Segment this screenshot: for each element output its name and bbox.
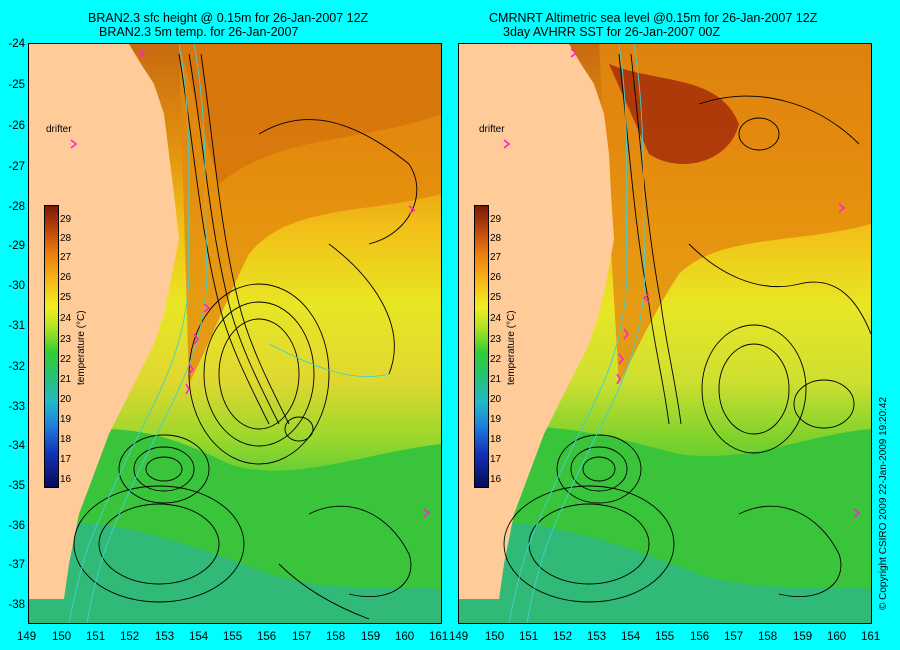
lon-tick: 153: [155, 631, 175, 643]
lon-tick: 156: [257, 631, 277, 643]
cbar-tick: 17: [60, 454, 72, 465]
lon-tick: 154: [189, 631, 209, 643]
right-isobaths: [508, 44, 646, 623]
lon-tick: 155: [223, 631, 243, 643]
lat-tick: -34: [8, 440, 25, 452]
right-title-line2: 3day AVHRR SST for 26-Jan-2007 00Z: [503, 25, 721, 39]
cbar-tick: 24: [60, 313, 72, 324]
lon-tick: 157: [724, 631, 744, 643]
lon-tick: 158: [326, 631, 346, 643]
lon-tick: 161: [429, 631, 449, 643]
lon-tick: 159: [793, 631, 813, 643]
cbar-tick: 17: [490, 454, 502, 465]
left-map-panel: drifter: [28, 43, 442, 624]
cbar-tick: 16: [60, 474, 72, 485]
lon-tick: 154: [621, 631, 641, 643]
right-colorbar-unit: temperature (°C): [506, 310, 517, 385]
lat-tick: -30: [8, 280, 25, 292]
cbar-tick: 29: [490, 214, 502, 225]
lat-tick: -25: [8, 79, 25, 91]
cbar-tick: 28: [490, 233, 502, 244]
right-sst-map: [459, 44, 871, 623]
cbar-tick: 27: [490, 252, 502, 263]
cbar-tick: 28: [60, 233, 72, 244]
cbar-tick: 21: [60, 374, 72, 385]
lon-tick: 149: [17, 631, 37, 643]
lat-tick: -37: [8, 559, 25, 571]
lat-tick: -38: [8, 599, 25, 611]
cbar-tick: 26: [60, 272, 72, 283]
lat-tick: -36: [8, 520, 25, 532]
left-colorbar: [44, 205, 59, 488]
lon-tick: 158: [758, 631, 778, 643]
lon-tick: 161: [861, 631, 881, 643]
cbar-tick: 18: [490, 434, 502, 445]
cbar-tick: 21: [490, 374, 502, 385]
right-title-line1: CMRNRT Altimetric sea level @0.15m for 2…: [489, 11, 818, 25]
cbar-tick: 20: [60, 394, 72, 405]
left-drifter-markers: [70, 48, 431, 518]
lat-tick: -35: [8, 480, 25, 492]
left-colorbar-unit: temperature (°C): [76, 310, 87, 385]
right-land: [459, 44, 614, 599]
left-title-line2: BRAN2.3 5m temp. for 26-Jan-2007: [99, 25, 299, 39]
lon-tick: 156: [690, 631, 710, 643]
lat-tick: -33: [8, 401, 25, 413]
cbar-tick: 22: [60, 354, 72, 365]
left-drifter-label: drifter: [46, 124, 72, 135]
left-isobaths: [68, 44, 390, 623]
right-drifter-markers: [503, 48, 861, 518]
lon-tick: 159: [361, 631, 381, 643]
lat-tick: -26: [8, 120, 25, 132]
cbar-tick: 20: [490, 394, 502, 405]
cbar-tick: 18: [60, 434, 72, 445]
cbar-tick: 25: [490, 292, 502, 303]
cbar-tick: 26: [490, 272, 502, 283]
cbar-tick: 16: [490, 474, 502, 485]
cbar-tick: 23: [490, 334, 502, 345]
lon-tick: 152: [120, 631, 140, 643]
lon-tick: 160: [827, 631, 847, 643]
lon-tick: 150: [52, 631, 72, 643]
lat-tick: -29: [8, 240, 25, 252]
cbar-tick: 19: [60, 414, 72, 425]
lat-tick: -24: [8, 38, 25, 50]
lat-tick: -31: [8, 320, 25, 332]
copyright-notice: © Copyright CSIRO 2009 22-Jan-2009 19:20…: [878, 396, 889, 610]
lon-tick: 157: [292, 631, 312, 643]
cbar-tick: 29: [60, 214, 72, 225]
cbar-tick: 27: [60, 252, 72, 263]
lat-tick: -28: [8, 201, 25, 213]
cbar-tick: 23: [60, 334, 72, 345]
lon-tick: 155: [655, 631, 675, 643]
left-land: [29, 44, 179, 599]
left-title-line1: BRAN2.3 sfc height @ 0.15m for 26-Jan-20…: [88, 11, 369, 25]
cbar-tick: 22: [490, 354, 502, 365]
lon-tick: 151: [519, 631, 539, 643]
right-drifter-label: drifter: [479, 124, 505, 135]
cbar-tick: 24: [490, 313, 502, 324]
lon-tick: 153: [587, 631, 607, 643]
lon-tick: 160: [395, 631, 415, 643]
lat-tick: -27: [8, 161, 25, 173]
lon-tick: 149: [449, 631, 469, 643]
lon-tick: 151: [86, 631, 106, 643]
lon-tick: 152: [553, 631, 573, 643]
lat-tick: -32: [8, 361, 25, 373]
cbar-tick: 19: [490, 414, 502, 425]
right-colorbar: [474, 205, 489, 488]
right-map-panel: drifter: [458, 43, 872, 624]
lon-tick: 150: [485, 631, 505, 643]
left-sst-map: [29, 44, 441, 623]
cbar-tick: 25: [60, 292, 72, 303]
